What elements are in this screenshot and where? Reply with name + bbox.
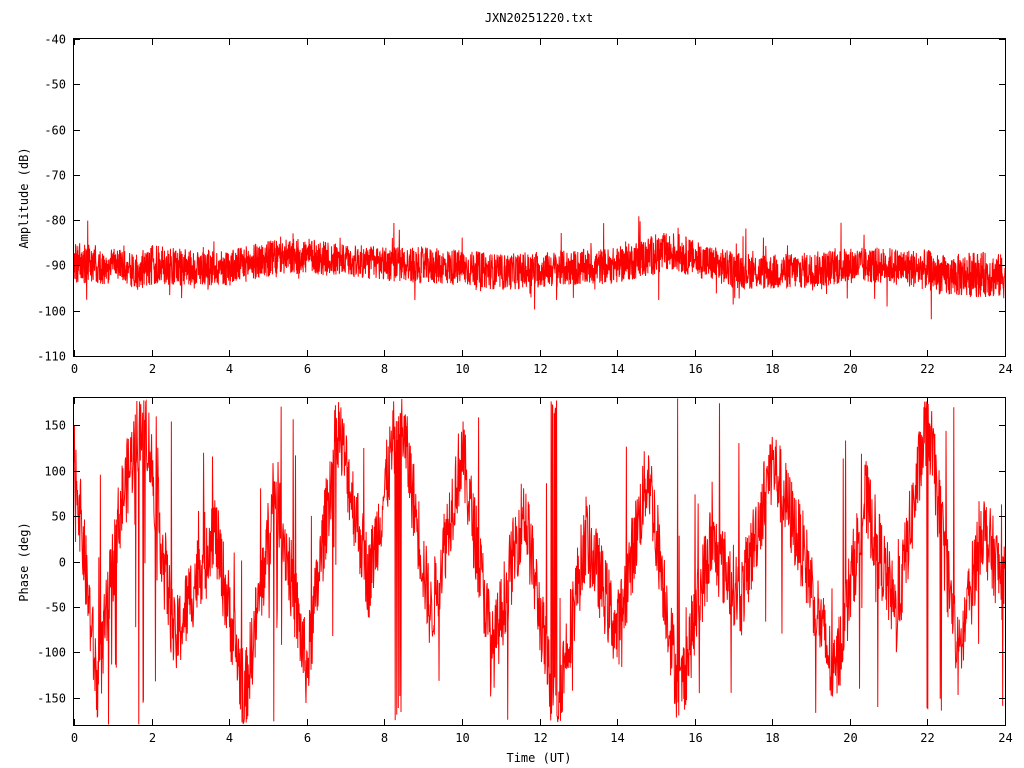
phase-series-line [73, 398, 1006, 725]
phase-x-tick-label: 20 [843, 731, 857, 745]
phase-x-tick-label: 12 [533, 731, 547, 745]
amplitude-x-ticks: 0 2 4 6 8 10 12 14 16 18 20 22 24 [71, 39, 1013, 376]
amplitude-x-tick-label: 8 [381, 362, 388, 376]
phase-x-tick-label: 24 [998, 731, 1012, 745]
amplitude-y-ticks: -40 -50 -60 -70 -80 -90 -100 -110 [37, 33, 1005, 364]
phase-y-tick-label: 100 [44, 465, 66, 479]
phase-y-tick-label: -100 [37, 646, 66, 660]
amplitude-y-tick-label: -80 [44, 214, 66, 228]
amplitude-x-tick-label: 22 [920, 362, 934, 376]
phase-y-tick-label: -150 [37, 692, 66, 706]
phase-x-tick-label: 18 [765, 731, 779, 745]
amplitude-y-tick-label: -70 [44, 169, 66, 183]
phase-x-tick-label: 0 [71, 731, 78, 745]
phase-y-tick-label: -50 [44, 601, 66, 615]
amplitude-x-tick-label: 2 [149, 362, 156, 376]
amplitude-x-tick-label: 6 [304, 362, 311, 376]
phase-x-tick-label: 16 [688, 731, 702, 745]
amplitude-x-tick-label: 14 [610, 362, 624, 376]
phase-x-tick-label: 4 [226, 731, 233, 745]
amplitude-panel: -40-50-60-70-80-90-100-110 0 2 4 6 8 10 12 14 16… [17, 33, 1013, 377]
amplitude-y-tick-label: -60 [44, 124, 66, 138]
phase-x-tick-label: 22 [920, 731, 934, 745]
phase-y-axis-label: Phase (deg) [17, 522, 31, 601]
phase-x-tick-label: 6 [304, 731, 311, 745]
phase-x-ticks: 0 2 4 6 8 10 12 14 16 18 20 22 24 [71, 398, 1013, 745]
amplitude-y-tick-label: -50 [44, 78, 66, 92]
amplitude-x-tick-label: 10 [455, 362, 469, 376]
x-axis-label: Time (UT) [506, 751, 571, 765]
amplitude-line [73, 216, 1006, 320]
amplitude-y-tick-label: -90 [44, 259, 66, 273]
amplitude-y-tick-label: -110 [37, 350, 66, 364]
phase-line [73, 398, 1006, 725]
phase-y-tick-label: 150 [44, 419, 66, 433]
amplitude-series-line [73, 216, 1006, 320]
amplitude-x-tick-label: 16 [688, 362, 702, 376]
phase-x-tick-label: 10 [455, 731, 469, 745]
amplitude-x-tick-label: 20 [843, 362, 857, 376]
chart-title: JXN20251220.txt [485, 11, 593, 25]
amplitude-y-axis-label: Amplitude (dB) [17, 147, 31, 248]
phase-x-tick-label: 8 [381, 731, 388, 745]
amplitude-x-tick-label: 18 [765, 362, 779, 376]
amplitude-x-tick-label: 4 [226, 362, 233, 376]
phase-y-ticks: 150 100 50 0 -50 -100 -150 [37, 419, 1005, 706]
phase-y-tick-label: 0 [59, 556, 66, 570]
phase-y-tick-label: 50 [52, 510, 66, 524]
amplitude-y-tick-label: -100 [37, 305, 66, 319]
phase-plot-frame [73, 397, 1006, 726]
amplitude-x-tick-label: 0 [71, 362, 78, 376]
phase-x-tick-label: 2 [149, 731, 156, 745]
amplitude-x-tick-label: 24 [998, 362, 1012, 376]
phase-x-tick-label: 14 [610, 731, 624, 745]
amplitude-plot-frame [73, 38, 1006, 357]
amplitude-x-tick-label: 12 [533, 362, 547, 376]
amplitude-y-tick-label: -40 [44, 33, 66, 47]
